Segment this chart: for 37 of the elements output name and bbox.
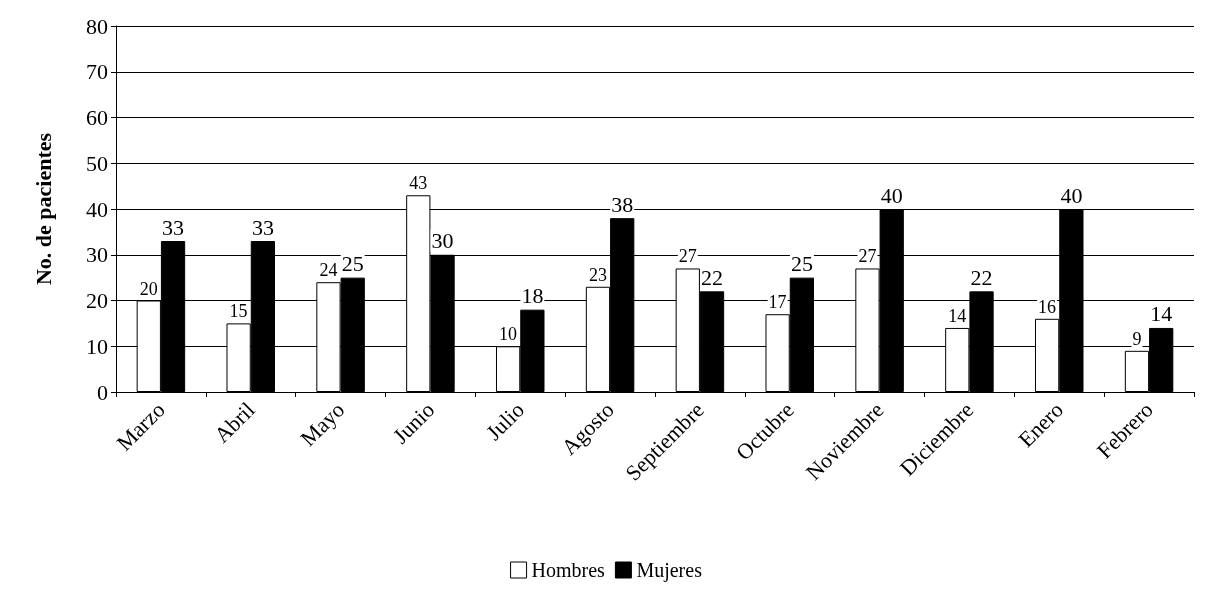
data-label: 22 [970,264,993,290]
y-tick-label: 60 [86,105,108,130]
y-tick-label: 40 [86,196,108,222]
y-tick-label: 20 [86,288,108,313]
data-label: 33 [162,214,185,240]
legend-label: Hombres [531,559,606,581]
data-label: 25 [341,251,364,277]
data-label: 27 [678,246,697,267]
data-label: 40 [880,182,903,208]
data-label: 24 [319,260,338,281]
y-tick-label: 30 [86,242,108,268]
data-label: 10 [499,324,518,345]
data-label: 20 [139,278,158,299]
y-axis-title: No. de pacientes [30,132,56,286]
data-label: 18 [521,283,544,309]
data-label: 27 [858,246,877,267]
data-label: 40 [1060,182,1083,208]
data-label: 17 [768,292,787,313]
data-label: 38 [611,191,634,217]
data-label: 14 [948,305,967,326]
y-tick-label: 0 [97,379,108,405]
data-label: 25 [790,251,813,277]
data-label: 22 [701,264,724,290]
legend-label: Mujeres [636,559,703,582]
y-tick-label: 80 [86,13,108,39]
data-label: 9 [1132,328,1142,349]
data-label: 33 [251,214,274,240]
data-label: 43 [409,173,428,194]
y-tick-label: 10 [86,333,108,359]
y-tick-label: 70 [86,59,108,85]
data-label: 16 [1038,296,1057,317]
data-label: 14 [1150,301,1173,327]
x-tick-label: Julio [481,397,530,446]
y-tick-label: 50 [86,150,108,176]
data-label: 30 [431,228,454,254]
data-label: 23 [588,264,607,285]
data-label: 15 [229,301,248,322]
